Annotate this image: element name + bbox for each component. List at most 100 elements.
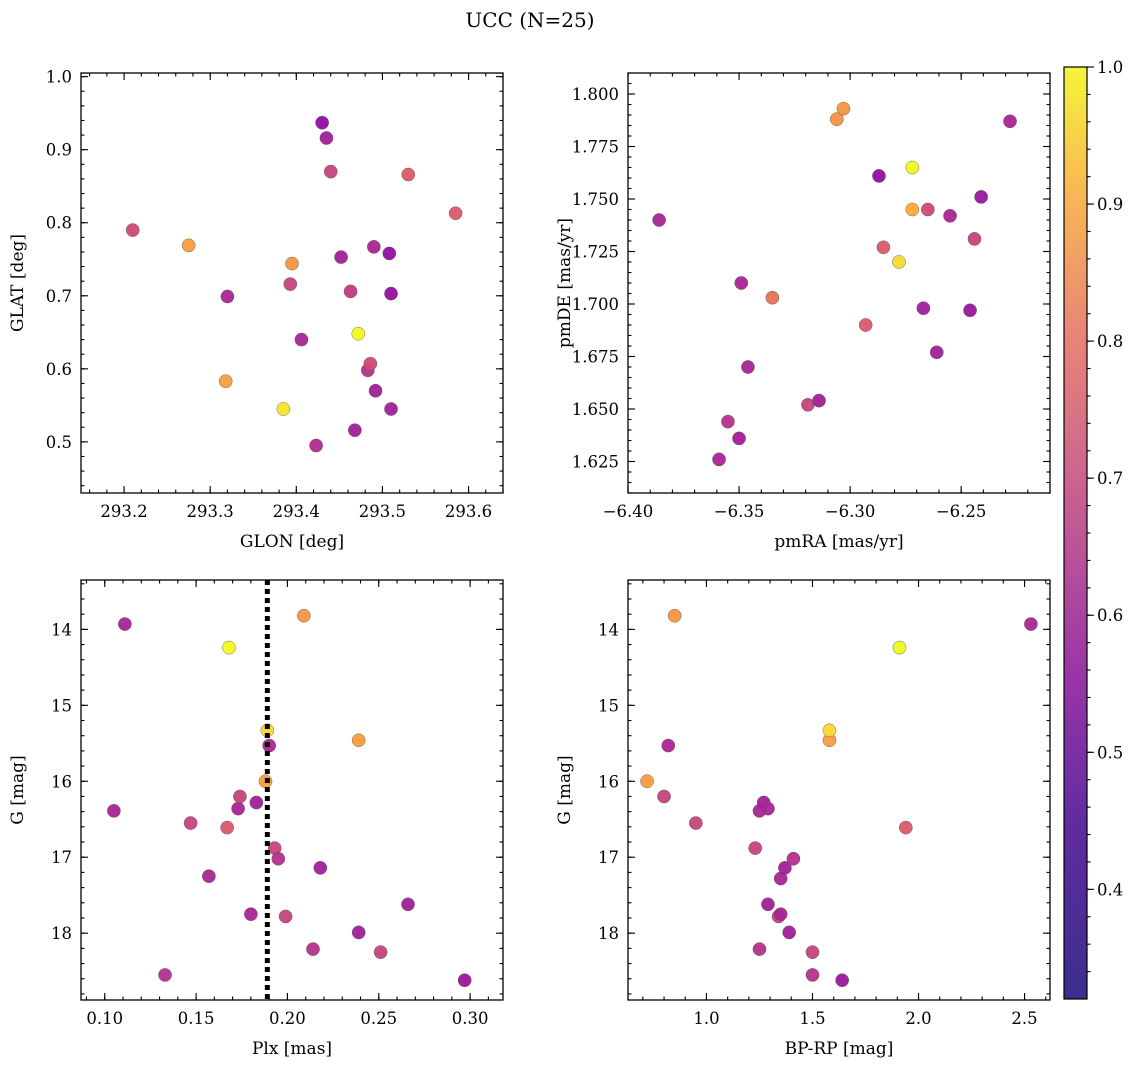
- scatter-point: [313, 861, 328, 875]
- scatter-point: [118, 617, 132, 631]
- colorbar-tick-label: 0.6: [1097, 606, 1123, 625]
- axes-frame: [627, 72, 1051, 494]
- scatter-point: [348, 423, 362, 437]
- y-axis-label: GLAT [deg]: [8, 234, 28, 332]
- scatter-point: [835, 973, 849, 988]
- y-tick-label: 16: [598, 772, 619, 791]
- colorbar-tick-label: 0.9: [1097, 195, 1123, 214]
- y-tick-label: 1.800: [572, 85, 619, 104]
- colorbar-tick-label: 0.7: [1097, 469, 1123, 488]
- scatter-point: [222, 640, 236, 655]
- colorbar-tick-label: 0.4: [1097, 880, 1123, 899]
- figure-title: UCC (N=25): [465, 8, 594, 32]
- scatter-point: [805, 945, 820, 959]
- x-tick-label: 293.2: [100, 502, 147, 521]
- scatter-point: [640, 774, 654, 789]
- scatter-point: [805, 968, 820, 982]
- scatter-point: [812, 393, 826, 408]
- scatter-point: [778, 861, 792, 875]
- x-tick-label: 293.4: [273, 502, 320, 521]
- scatter-point: [858, 318, 873, 332]
- scatter-point: [271, 851, 286, 866]
- scatter-point: [761, 897, 775, 912]
- scatter-point: [278, 909, 293, 924]
- axes-frame: [80, 72, 504, 494]
- y-tick-label: 17: [598, 848, 619, 867]
- minor-ticks: [628, 580, 1050, 1000]
- y-tick-label: 14: [598, 620, 619, 639]
- scatter-point: [967, 232, 982, 246]
- x-tick-label: 0.15: [178, 1009, 215, 1028]
- scatter-point: [368, 383, 383, 398]
- x-axis-label: BP-RP [mag]: [785, 1039, 894, 1059]
- scatter-point: [158, 968, 172, 982]
- scatter-point: [905, 202, 920, 217]
- scatter-point: [231, 801, 245, 816]
- scatter-points: [652, 101, 1017, 467]
- y-tick-label: 18: [51, 924, 72, 943]
- panel-3: 0.10 0.15 0.20 0.25 0.30 14 15 16 17 18 Plx [mas] G…: [8, 579, 504, 1059]
- scatter-point: [974, 190, 988, 204]
- y-tick-label: 14: [51, 620, 72, 639]
- colorbar-tick-label: 0.5: [1097, 743, 1123, 762]
- x-tick-label: 293.3: [187, 502, 234, 521]
- scatter-point: [943, 208, 957, 223]
- scatter-point: [712, 452, 726, 467]
- scatter-point: [748, 841, 763, 855]
- scatter-point: [752, 942, 767, 956]
- x-tick-label: 0.10: [86, 1009, 123, 1028]
- y-axis-label: pmDE [mas/yr]: [555, 218, 575, 348]
- scatter-point: [351, 925, 366, 940]
- scatter-point: [836, 101, 851, 116]
- scatter-point: [384, 286, 398, 301]
- scatter-point: [732, 431, 746, 446]
- scatter-point: [892, 640, 907, 655]
- y-axis-label: G [mag]: [8, 755, 28, 824]
- scatter-point: [315, 115, 329, 130]
- scatter-point: [872, 169, 886, 183]
- scatter-point: [343, 284, 358, 299]
- scatter-point: [285, 256, 299, 271]
- scatter-point: [181, 238, 196, 253]
- scatter-point: [782, 925, 796, 940]
- scatter-point: [220, 289, 235, 304]
- colorbar-gradient: [1063, 66, 1088, 1000]
- y-tick-label: 1.700: [572, 295, 619, 314]
- scatter-point: [734, 276, 749, 290]
- y-tick-label: 1.675: [572, 348, 619, 367]
- scatter-point: [233, 789, 247, 804]
- scatter-point: [401, 897, 415, 912]
- scatter-point: [294, 332, 309, 347]
- y-tick-label: 17: [51, 848, 72, 867]
- colorbar-tick-label: 0.8: [1097, 332, 1123, 351]
- scatter-point: [382, 246, 397, 261]
- scatter-point: [1024, 617, 1038, 631]
- scatter-point: [384, 402, 398, 416]
- x-tick-label: 293.6: [445, 502, 492, 521]
- colorbar-ticks: 0.4 0.5 0.6 0.7 0.8 0.9 1.0: [1087, 58, 1123, 973]
- x-tick-label: −6.35: [714, 502, 765, 521]
- scatter-point: [898, 820, 913, 835]
- scatter-point: [657, 789, 671, 804]
- scatter-point: [309, 438, 323, 453]
- x-tick-label: −6.40: [603, 502, 654, 521]
- axes-frame: [80, 579, 504, 1001]
- scatter-point: [661, 738, 676, 753]
- y-tick-label: 0.5: [46, 433, 72, 452]
- y-tick-label: 1.775: [572, 138, 619, 157]
- axes-frame: [627, 579, 1051, 1001]
- scatter-point: [249, 795, 264, 810]
- minor-ticks: [627, 72, 1051, 494]
- x-tick-label: 0.20: [269, 1009, 306, 1028]
- x-tick-label: −6.25: [936, 502, 987, 521]
- scatter-point: [829, 112, 844, 126]
- scatter-point: [652, 213, 666, 227]
- scatter-point: [963, 303, 977, 318]
- scatter-point: [283, 277, 298, 291]
- scatter-point: [183, 816, 198, 830]
- scatter-point: [367, 240, 381, 254]
- scatter-point: [1003, 114, 1017, 129]
- y-tick-label: 16: [51, 772, 72, 791]
- scatter-point: [786, 851, 801, 866]
